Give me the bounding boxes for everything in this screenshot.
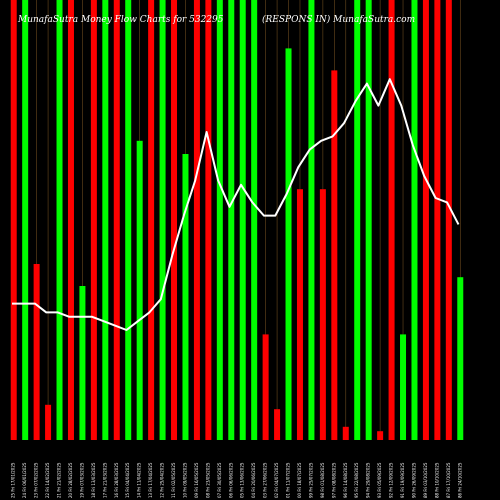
x-tick-label: 99 Fri 25/07/2025 xyxy=(308,462,313,498)
x-tick-label: 11 Fri 02/05/2025 xyxy=(171,462,176,498)
bar xyxy=(102,0,109,440)
x-tick-label: 89 Fri 03/10/2025 xyxy=(423,462,428,498)
x-tick-label: 06 Fri 06/06/2025 xyxy=(228,462,233,498)
x-tick-label: 13 Fri 17/04/2025 xyxy=(148,462,153,498)
x-tick-label: 05 Fri 13/06/2025 xyxy=(240,462,245,498)
bar xyxy=(262,334,269,440)
x-tick-label: 10 Fri 09/05/2025 xyxy=(182,462,187,498)
x-tick-label: 18 Fri 13/03/2025 xyxy=(91,462,96,498)
bar xyxy=(434,0,441,440)
bar xyxy=(342,426,349,440)
x-tick-label: 17 Fri 21/03/2025 xyxy=(102,462,107,498)
bar xyxy=(400,334,407,440)
x-tick-label: 22 Fri 14/02/2025 xyxy=(45,462,50,498)
bar xyxy=(171,0,178,440)
bar xyxy=(79,286,86,440)
bar xyxy=(422,0,429,440)
x-tick-label: 21 Fri 21/02/2025 xyxy=(57,462,62,498)
x-tick-label: 09 Fri 16/05/2025 xyxy=(194,462,199,498)
bar xyxy=(22,0,29,440)
bar xyxy=(182,154,189,440)
bar xyxy=(285,48,292,441)
bar xyxy=(354,0,361,440)
x-tick-label: 94 Fri 29/08/2025 xyxy=(366,462,371,498)
bar xyxy=(445,0,452,440)
x-tick-label: 95 Fri 22/08/2025 xyxy=(354,462,359,498)
bar xyxy=(45,404,52,440)
x-tick-label: 90 Fri 26/09/2025 xyxy=(411,462,416,498)
x-tick-label: 92 Fri 12/09/2025 xyxy=(389,462,394,498)
x-tick-label: 15 Fri 04/04/2025 xyxy=(125,462,130,498)
x-tick-label: 16 Fri 28/03/2025 xyxy=(114,462,119,498)
bar xyxy=(411,0,418,440)
bar xyxy=(205,0,212,440)
bar xyxy=(319,189,326,440)
bar xyxy=(365,0,372,440)
money-flow-line xyxy=(12,78,460,331)
bar xyxy=(125,0,132,440)
bar xyxy=(56,0,63,440)
x-tick-label: 25 Fri 17/01/2025 xyxy=(11,462,16,498)
bar xyxy=(228,0,235,440)
x-tick-label: 97 Fri 08/08/2025 xyxy=(331,462,336,498)
x-tick-labels: 25 Fri 17/01/2025 24 Fri 06/01/2025 23 Fri… xyxy=(11,462,463,498)
bar xyxy=(148,0,155,440)
bar xyxy=(308,0,315,440)
x-tick-label: 03 Fri 27/06/2025 xyxy=(263,462,268,498)
bar xyxy=(216,0,223,440)
x-tick-label: 00 Fri 18/07/2025 xyxy=(297,462,302,498)
x-tick-label: 87 Fri 17/10/2025 xyxy=(446,462,451,498)
bar xyxy=(251,0,258,440)
bar xyxy=(10,0,17,440)
x-tick-label: 04 Fri 20/06/2025 xyxy=(251,462,256,498)
x-tick-label: 98 Fri 01/08/2025 xyxy=(320,462,325,498)
bar xyxy=(33,264,40,440)
bar-series xyxy=(10,0,464,441)
chart-title-right: (RESPONS IN) MunafaSutra.com xyxy=(262,14,415,25)
bar xyxy=(296,189,303,440)
bar xyxy=(193,0,200,440)
bar xyxy=(159,0,166,440)
x-tick-label: 86 Fri 24/10/2025 xyxy=(457,462,462,498)
bar xyxy=(136,140,143,441)
bar xyxy=(90,0,97,440)
x-tick-label: 96 Fri 14/08/2025 xyxy=(343,462,348,498)
bar xyxy=(377,431,384,440)
x-tick-label: 01 Fri 11/07/2025 xyxy=(286,462,291,498)
bar xyxy=(331,70,338,441)
x-tick-label: 08 Fri 23/05/2025 xyxy=(205,462,210,498)
bar xyxy=(388,0,395,440)
x-tick-label: 07 Fri 30/05/2025 xyxy=(217,462,222,498)
x-tick-label: 20 Fri 28/02/2025 xyxy=(68,462,73,498)
x-tick-label: 93 Fri 05/09/2025 xyxy=(377,462,382,498)
bar xyxy=(67,0,74,440)
x-tick-label: 24 Fri 06/01/2025 xyxy=(22,462,27,498)
bar xyxy=(113,0,120,440)
x-tick-label: 14 Fri 11/04/2025 xyxy=(137,462,142,498)
bar xyxy=(239,0,246,440)
x-tick-label: 88 Fri 10/10/2025 xyxy=(434,462,439,498)
bar xyxy=(274,409,281,440)
x-tick-label: 19 Fri 07/03/2025 xyxy=(79,462,84,498)
chart-title-left: MunafaSutra Money Flow Charts for 532295 xyxy=(17,15,224,25)
x-tick-label: 12 Fri 25/04/2025 xyxy=(160,462,165,498)
x-tick-label: 02 Fri 04/07/2025 xyxy=(274,462,279,498)
x-tick-label: 23 Fri 07/02/2025 xyxy=(34,462,39,498)
bar xyxy=(457,277,464,440)
x-tick-label: 91 Fri 19/09/2025 xyxy=(400,462,405,498)
